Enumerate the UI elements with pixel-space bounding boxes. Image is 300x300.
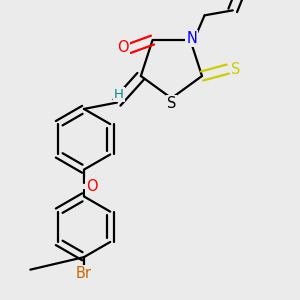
Text: H: H: [114, 88, 124, 101]
Text: O: O: [118, 40, 129, 56]
Text: N: N: [186, 31, 197, 46]
Text: O: O: [86, 179, 98, 194]
Text: S: S: [167, 96, 176, 111]
Text: S: S: [231, 61, 240, 76]
Text: Br: Br: [76, 266, 92, 281]
